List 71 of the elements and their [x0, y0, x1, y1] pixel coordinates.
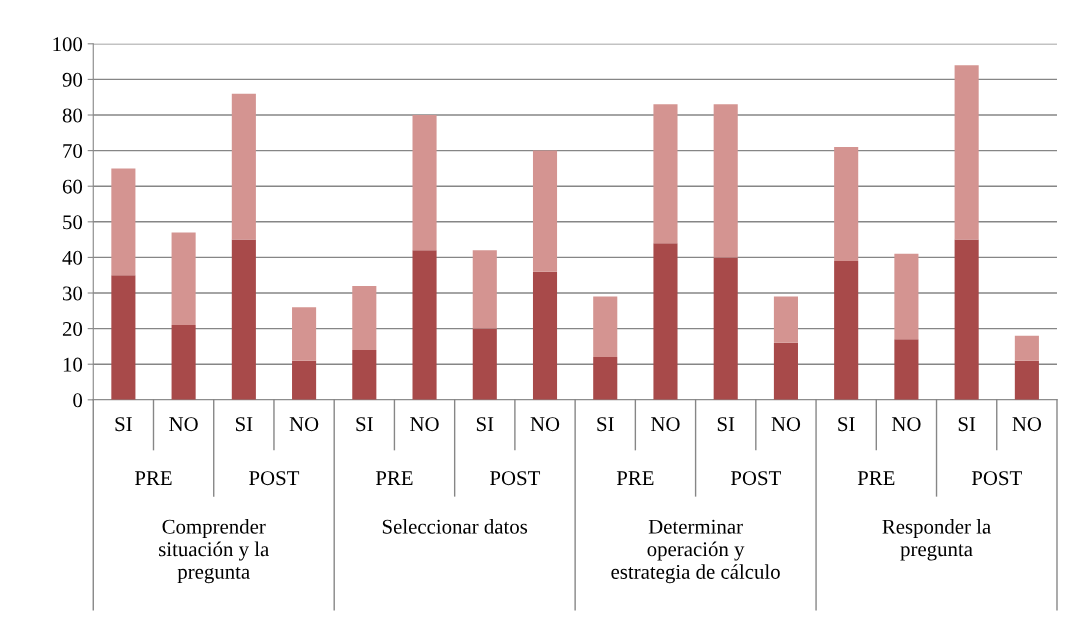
bar [231, 239, 256, 400]
y-tick-label: 70 [63, 143, 83, 159]
y-tick-label: 30 [63, 286, 83, 301]
bar [773, 296, 798, 343]
text: Determinar operación y estrategia de cálculo [611, 519, 780, 584]
y-tick-label: 80 [62, 108, 83, 123]
bar [653, 104, 678, 244]
x-tick-label: NO [289, 417, 319, 432]
x-tick-label: SI [597, 417, 614, 432]
bar [412, 250, 437, 400]
text: PRE [857, 471, 895, 485]
bar [171, 232, 196, 326]
bar [834, 260, 859, 400]
bar [713, 104, 738, 258]
bar [532, 271, 558, 400]
y-tick-label: 0 [73, 393, 83, 408]
x-tick-label: NO [651, 417, 680, 432]
text: POST [490, 471, 541, 486]
y-tick-label: 50 [63, 215, 83, 230]
y-tick-label: 10 [63, 357, 83, 372]
bar [894, 253, 919, 340]
bar [653, 243, 678, 400]
text: Responder la pregunta [882, 519, 991, 561]
bar [292, 307, 317, 361]
bar [231, 93, 256, 240]
y-tick-label: 40 [62, 250, 83, 265]
x-tick-label: NO [169, 417, 198, 432]
text: Seleccionar datos [382, 519, 528, 534]
x-tick-label: SI [838, 417, 855, 432]
bar [472, 328, 497, 400]
text: PRE [375, 471, 413, 485]
x-tick-label: SI [115, 417, 132, 432]
x-tick-label: NO [410, 417, 439, 432]
x-tick-label: SI [476, 417, 494, 432]
bar [713, 257, 738, 400]
text: PRE [134, 471, 172, 485]
bar [292, 360, 317, 400]
bar [834, 147, 859, 261]
bar [1014, 360, 1039, 400]
bar [171, 325, 196, 400]
bar [593, 296, 618, 358]
bar [111, 168, 136, 276]
y-tick-label: 20 [62, 321, 83, 337]
x-tick-label: SI [356, 417, 373, 432]
bar [111, 275, 136, 400]
text: PRE [616, 471, 654, 485]
bar [412, 115, 437, 251]
x-tick-label: SI [958, 417, 976, 432]
text: POST [249, 471, 300, 486]
bar [472, 250, 497, 329]
bar [352, 285, 377, 350]
bar [532, 150, 558, 272]
x-tick-label: NO [891, 417, 921, 432]
text: POST [971, 471, 1022, 486]
text: POST [730, 471, 781, 486]
bar [1014, 335, 1039, 361]
x-tick-label: NO [771, 417, 801, 432]
bar [894, 339, 919, 400]
y-tick-label: 60 [62, 179, 83, 194]
x-tick-label: NO [1012, 417, 1042, 432]
x-tick-label: NO [530, 417, 560, 432]
bar [954, 239, 979, 400]
bar [352, 349, 377, 400]
bar [954, 65, 979, 240]
y-tick-label: 90 [62, 72, 83, 87]
x-tick-label: SI [235, 417, 253, 432]
bar [593, 357, 618, 400]
y-tick-label: 100 [53, 37, 83, 52]
text: Comprender situación y la pregunta [159, 519, 269, 584]
bar [773, 342, 798, 400]
x-tick-label: SI [717, 417, 735, 432]
